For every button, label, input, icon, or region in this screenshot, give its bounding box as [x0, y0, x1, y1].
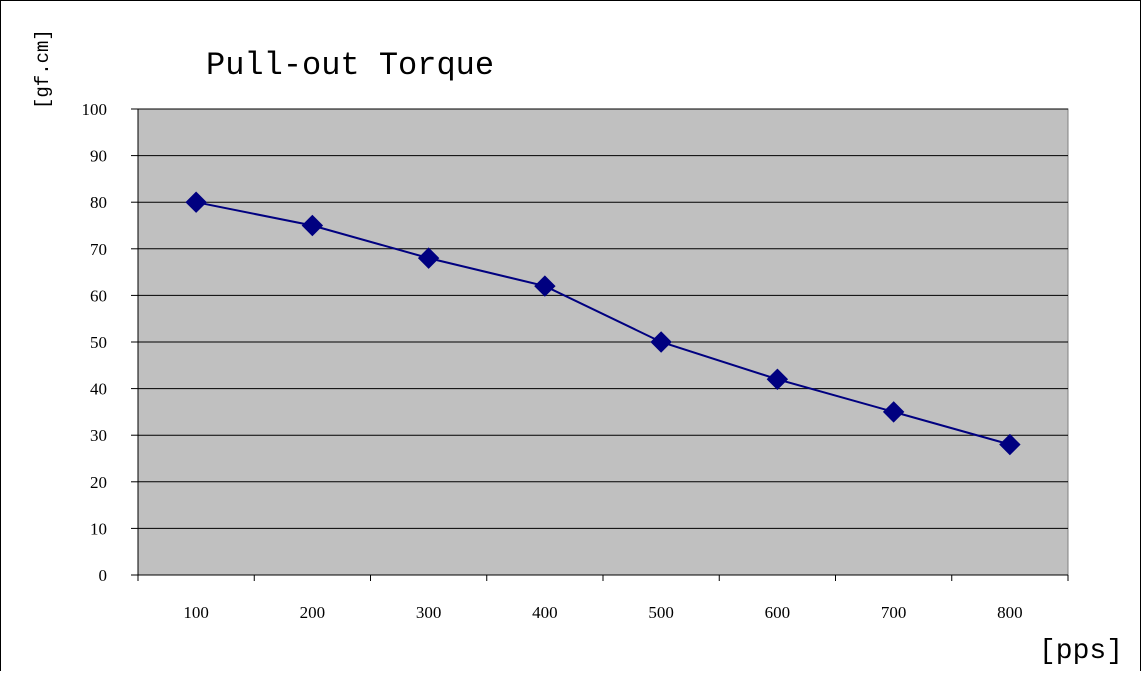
data-point-marker — [185, 191, 207, 213]
x-tick-label: 100 — [183, 603, 209, 622]
data-point-marker — [882, 401, 905, 423]
y-tick-label: 70 — [90, 240, 107, 259]
y-tick-label: 80 — [90, 193, 107, 212]
gridlines — [131, 108, 1068, 576]
x-tick-label: 700 — [881, 603, 907, 622]
y-tick-labels: 0 10 20 30 40 50 60 70 80 90 100 — [82, 100, 108, 585]
y-tick-label: 40 — [90, 380, 107, 399]
series-line — [195, 201, 1011, 446]
y-tick-label: 100 — [82, 100, 108, 119]
y-tick-label: 20 — [90, 473, 107, 492]
x-tick-label: 300 — [416, 603, 442, 622]
series — [185, 191, 1021, 456]
data-point-marker — [301, 214, 324, 237]
axes — [137, 109, 1069, 581]
data-point-marker — [534, 275, 556, 297]
y-tick-label: 90 — [90, 147, 107, 166]
x-tick-label: 500 — [648, 603, 674, 622]
y-tick-label: 30 — [90, 426, 107, 445]
data-point-marker — [766, 368, 789, 390]
y-tick-label: 60 — [90, 286, 107, 305]
x-tick-label: 600 — [765, 603, 791, 622]
y-tick-label: 0 — [99, 566, 108, 585]
data-point-marker — [650, 331, 672, 353]
y-tick-label: 10 — [90, 519, 107, 538]
y-axis-label: [gf.cm] — [32, 29, 54, 109]
x-axis-label: [pps] — [1039, 636, 1123, 667]
x-tick-label: 200 — [300, 603, 326, 622]
x-tick-label: 400 — [532, 603, 558, 622]
chart-title: Pull-out Torque — [206, 47, 494, 84]
data-point-marker — [999, 433, 1021, 456]
x-tick-labels: 100 200 300 400 500 600 700 800 — [183, 603, 1022, 622]
y-tick-label: 50 — [90, 333, 107, 352]
x-tick-label: 800 — [997, 603, 1023, 622]
data-point-marker — [417, 247, 440, 269]
